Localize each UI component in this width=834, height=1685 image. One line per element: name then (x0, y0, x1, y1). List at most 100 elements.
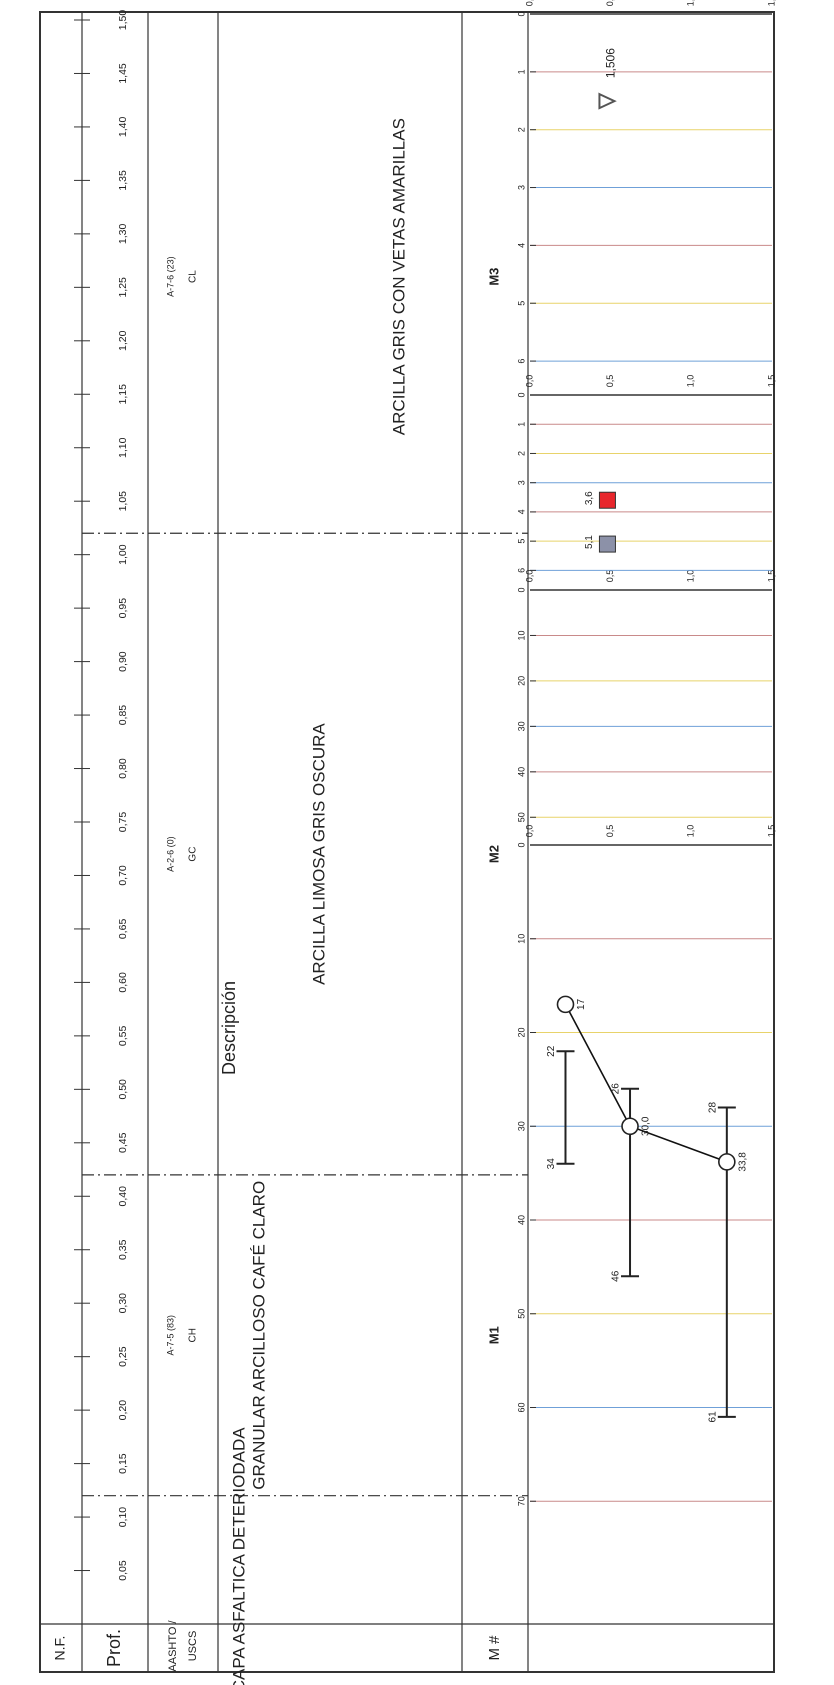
moisture-label: 33,8 (737, 1152, 748, 1172)
sample-square (598, 535, 616, 553)
value-tick-label: 5 (516, 301, 526, 306)
depth-tick-label: 0,30 (117, 1293, 129, 1314)
stratum-description: CAPA ASFALTICA DETERIODADA (229, 1427, 248, 1685)
triangle-marker (598, 92, 617, 110)
value-tick-label: 40 (516, 1215, 526, 1225)
header-prof: Prof. (104, 1629, 124, 1667)
chart-panel-4: 0 1 2 3 4 5 6 0,0 0,5 1,0 1,5 1,506 (516, 0, 776, 364)
value-tick-label: 30 (516, 1121, 526, 1131)
liquid-limit-label: 34 (546, 1158, 557, 1170)
stratum-aashto: A-7-6 (23) (165, 256, 175, 297)
depth-label: 1,0 (686, 375, 696, 388)
header-uscs: USCS (187, 1631, 199, 1662)
value-tick-label: 0 (516, 392, 526, 397)
depth-label: 1,5 (766, 825, 776, 838)
sample-square (598, 491, 616, 509)
depth-tick-label: 1,35 (117, 170, 129, 191)
depth-tick-label: 0,85 (117, 705, 129, 726)
stratum-uscs: CL (188, 270, 199, 283)
depth-tick-label: 1,50 (117, 10, 129, 31)
liquid-limit-label: 46 (611, 1270, 622, 1282)
depth-tick-label: 0,25 (117, 1346, 129, 1367)
depth-label: 0,5 (605, 375, 615, 388)
chart-panel-1: 0 10 20 30 40 50 60 70 0,0 0,5 1,0 1,5 22 34 17 26 46 30,… (516, 825, 776, 1507)
depth-tick-label: 0,80 (117, 758, 129, 779)
depth-label: 0,5 (605, 570, 615, 583)
depth-tick-label: 1,15 (117, 384, 129, 405)
value-tick-label: 50 (516, 1309, 526, 1319)
header-descripcion: Descripción (219, 981, 239, 1075)
depth-tick-label: 0,70 (117, 865, 129, 886)
sample-id: M1 (486, 1326, 501, 1344)
sample-id: M3 (486, 268, 501, 286)
value-tick-label: 1 (516, 422, 526, 427)
square-value-label: 3,6 (584, 491, 595, 505)
header-muestra: M # (486, 1635, 503, 1661)
stratum-aashto: A-7-5 (83) (165, 1315, 175, 1356)
value-tick-label: 10 (516, 630, 526, 640)
depth-label: 0,0 (524, 825, 534, 838)
value-tick-label: 0 (516, 11, 526, 16)
value-tick-label: 6 (516, 568, 526, 573)
moisture-point (621, 1117, 639, 1136)
value-tick-label: 2 (516, 451, 526, 456)
value-tick-label: 1 (516, 69, 526, 74)
value-tick-label: 3 (516, 480, 526, 485)
depth-label: 1,5 (766, 570, 776, 583)
depth-tick-label: 0,60 (117, 972, 129, 993)
depth-tick-label: 0,15 (117, 1453, 129, 1474)
stratum-uscs: CH (188, 1328, 199, 1342)
depth-tick-label: 0,55 (117, 1025, 129, 1046)
value-tick-label: 50 (516, 812, 526, 822)
moisture-label: 30,0 (641, 1116, 652, 1136)
depth-tick-label: 1,00 (117, 544, 129, 565)
plastic-limit-label: 22 (546, 1045, 557, 1057)
depth-scale: 0,05 0,10 0,15 0,20 0,25 0,30 0,35 0,40 0,45 0,50… (74, 10, 129, 1581)
plastic-limit-label: 28 (707, 1102, 718, 1114)
depth-label: 1,5 (766, 375, 776, 388)
depth-label: 1,0 (686, 825, 696, 838)
value-tick-label: 3 (516, 185, 526, 190)
stratum-uscs: GC (188, 847, 199, 862)
value-tick-label: 20 (516, 1027, 526, 1037)
value-tick-label: 70 (516, 1496, 526, 1506)
depth-tick-label: 1,10 (117, 437, 129, 458)
depth-label: 1,0 (686, 0, 696, 6)
chart-panel-3: 0 1 2 3 4 5 6 0,0 0,5 1,0 1,5 5,1 3,6 (516, 375, 776, 573)
header-nf: N.F. (52, 1636, 68, 1661)
depth-label: 0,0 (524, 0, 534, 6)
value-tick-label: 10 (516, 934, 526, 944)
depth-tick-label: 0,90 (117, 651, 129, 672)
depth-tick-label: 1,45 (117, 63, 129, 84)
depth-label: 0,5 (605, 0, 615, 6)
depth-tick-label: 1,25 (117, 277, 129, 298)
depth-tick-label: 0,40 (117, 1186, 129, 1207)
depth-tick-label: 0,95 (117, 598, 129, 619)
value-tick-label: 2 (516, 127, 526, 132)
value-tick-label: 4 (516, 243, 526, 248)
stratum-description: ARCILLA LIMOSA GRIS OSCURA (309, 723, 328, 985)
liquid-limit-label: 61 (707, 1411, 718, 1423)
depth-label: 1,0 (686, 570, 696, 583)
value-tick-label: 60 (516, 1402, 526, 1412)
depth-tick-label: 1,05 (117, 491, 129, 512)
value-tick-label: 5 (516, 539, 526, 544)
plastic-limit-label: 26 (611, 1083, 622, 1095)
value-tick-label: 0 (516, 587, 526, 592)
value-tick-label: 0 (516, 842, 526, 847)
depth-tick-label: 0,75 (117, 812, 129, 833)
chart-panel-2: 0 10 20 30 40 50 0,0 0,5 1,0 1,5 (516, 570, 776, 823)
header-aashto: AASHTO / (167, 1619, 179, 1671)
depth-label: 1,5 (766, 0, 776, 6)
depth-tick-label: 0,35 (117, 1239, 129, 1260)
depth-tick-label: 0,45 (117, 1132, 129, 1153)
value-tick-label: 6 (516, 359, 526, 364)
depth-tick-label: 1,30 (117, 223, 129, 244)
depth-tick-label: 0,65 (117, 919, 129, 940)
depth-label: 0,5 (605, 825, 615, 838)
value-tick-label: 4 (516, 509, 526, 514)
moisture-line (564, 1004, 728, 1163)
triangle-value-label: 1,506 (604, 48, 618, 78)
